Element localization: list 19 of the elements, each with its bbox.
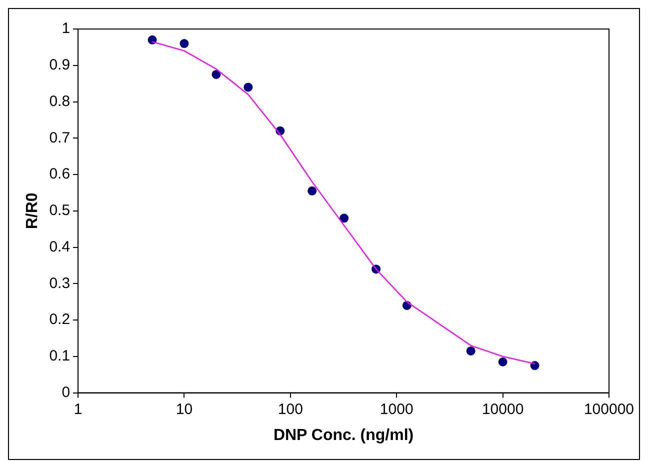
x-tick-label: 1000 (380, 400, 414, 418)
x-axis-title: DNP Conc. (ng/ml) (273, 426, 414, 444)
y-tick-label: 0.2 (49, 311, 70, 328)
y-tick-label: 1 (62, 20, 70, 38)
y-tick-label: 0.1 (49, 348, 70, 365)
y-tick-label: 0.8 (49, 92, 70, 110)
x-tick-label: 100 (278, 400, 303, 418)
x-tick-label: 10 (176, 400, 193, 418)
x-tick-label: 10000 (482, 400, 524, 418)
y-tick-label: 0.4 (49, 238, 70, 256)
y-tick-label: 0.3 (49, 274, 70, 292)
x-tick-label: 1 (74, 400, 82, 418)
y-axis-title: R/R0 (24, 192, 42, 230)
y-tick-label: 0.6 (49, 166, 70, 183)
y-tick-label: 0 (62, 384, 70, 401)
y-tick-label: 0.5 (49, 202, 70, 220)
y-tick-label: 0.9 (49, 56, 70, 74)
x-tick-label: 100000 (584, 400, 634, 418)
y-tick-label: 0.7 (49, 129, 70, 146)
